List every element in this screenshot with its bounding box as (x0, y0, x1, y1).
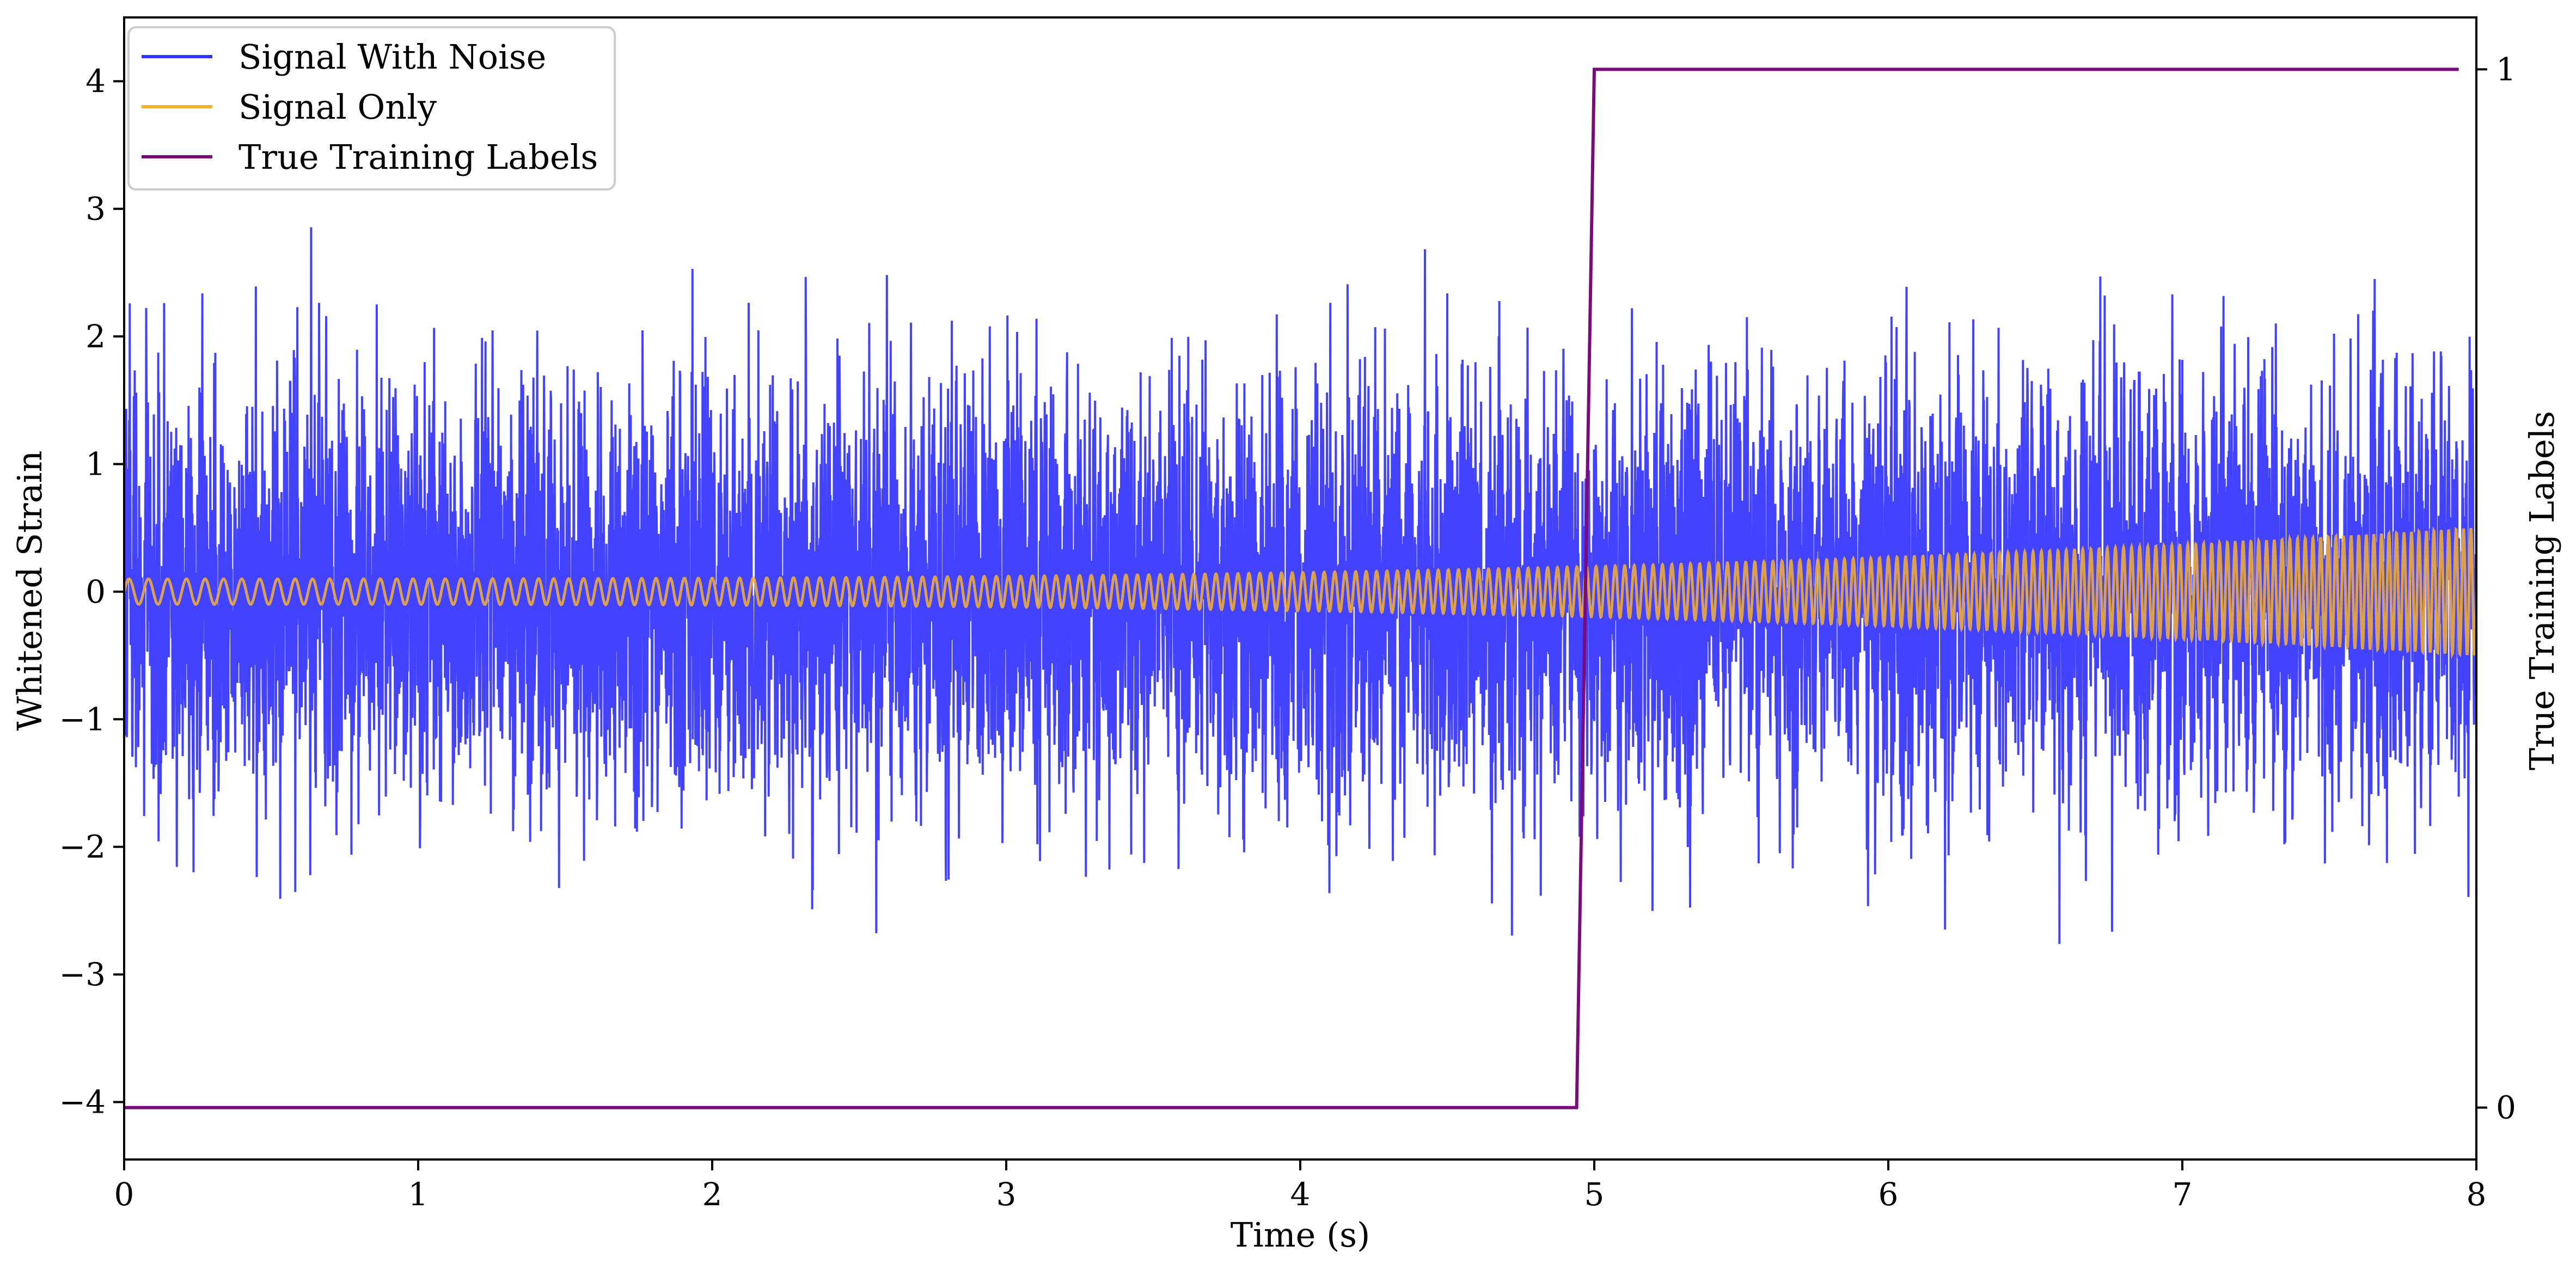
y2-tick-label: 1 (2496, 51, 2516, 88)
legend-entry-signal-only: Signal Only (142, 87, 437, 127)
y-tick-label: −2 (59, 829, 106, 866)
x-tick-label: 1 (408, 1176, 429, 1213)
x-tick-label: 0 (114, 1176, 134, 1213)
x-tick-label: 3 (996, 1176, 1017, 1213)
legend-label-true-training-labels: True Training Labels (238, 137, 598, 177)
series-true-training-labels-line (124, 68, 2459, 1109)
y-tick-label: 3 (85, 191, 106, 228)
series-layer (124, 68, 2476, 1109)
y-tick-label: −3 (59, 956, 106, 993)
y-axis-ticks: −4 −3 −2 −1 0 1 2 3 4 (59, 63, 124, 1121)
y2-axis-ticks: 01 (2476, 51, 2516, 1126)
x-tick-label: 5 (1584, 1176, 1605, 1213)
x-tick-label: 7 (2173, 1176, 2193, 1213)
series-signal-only-line (124, 526, 2476, 659)
x-tick-label: 4 (1290, 1176, 1311, 1213)
y-tick-label: 0 (85, 573, 106, 610)
legend: Signal With Noise Signal Only True Train… (127, 26, 616, 191)
legend-box (127, 26, 616, 191)
x-axis-ticks: 0 1 2 3 4 5 6 7 8 (114, 1159, 2487, 1213)
x-tick-label: 2 (702, 1176, 723, 1213)
x-tick-label: 6 (1879, 1176, 1899, 1213)
x-axis-label: Time (s) (1231, 1215, 1370, 1255)
legend-entry-true-training-labels: True Training Labels (142, 137, 598, 177)
y2-axis-label: True Training Labels (2522, 411, 2562, 770)
y-tick-label: −4 (59, 1084, 106, 1121)
y-tick-label: 2 (85, 318, 106, 355)
x-tick-label: 8 (2467, 1176, 2487, 1213)
y-tick-label: 4 (85, 63, 106, 100)
series-signal-with-noise-line (124, 227, 2476, 944)
legend-entry-signal-with-noise: Signal With Noise (142, 37, 546, 77)
y2-tick-label: 0 (2496, 1089, 2516, 1126)
y-axis-label: Whitened Strain (10, 451, 50, 731)
y-tick-label: 1 (85, 445, 106, 482)
legend-label-signal-only: Signal Only (238, 87, 437, 127)
y-tick-label: −1 (59, 701, 106, 738)
legend-label-signal-with-noise: Signal With Noise (238, 37, 546, 77)
